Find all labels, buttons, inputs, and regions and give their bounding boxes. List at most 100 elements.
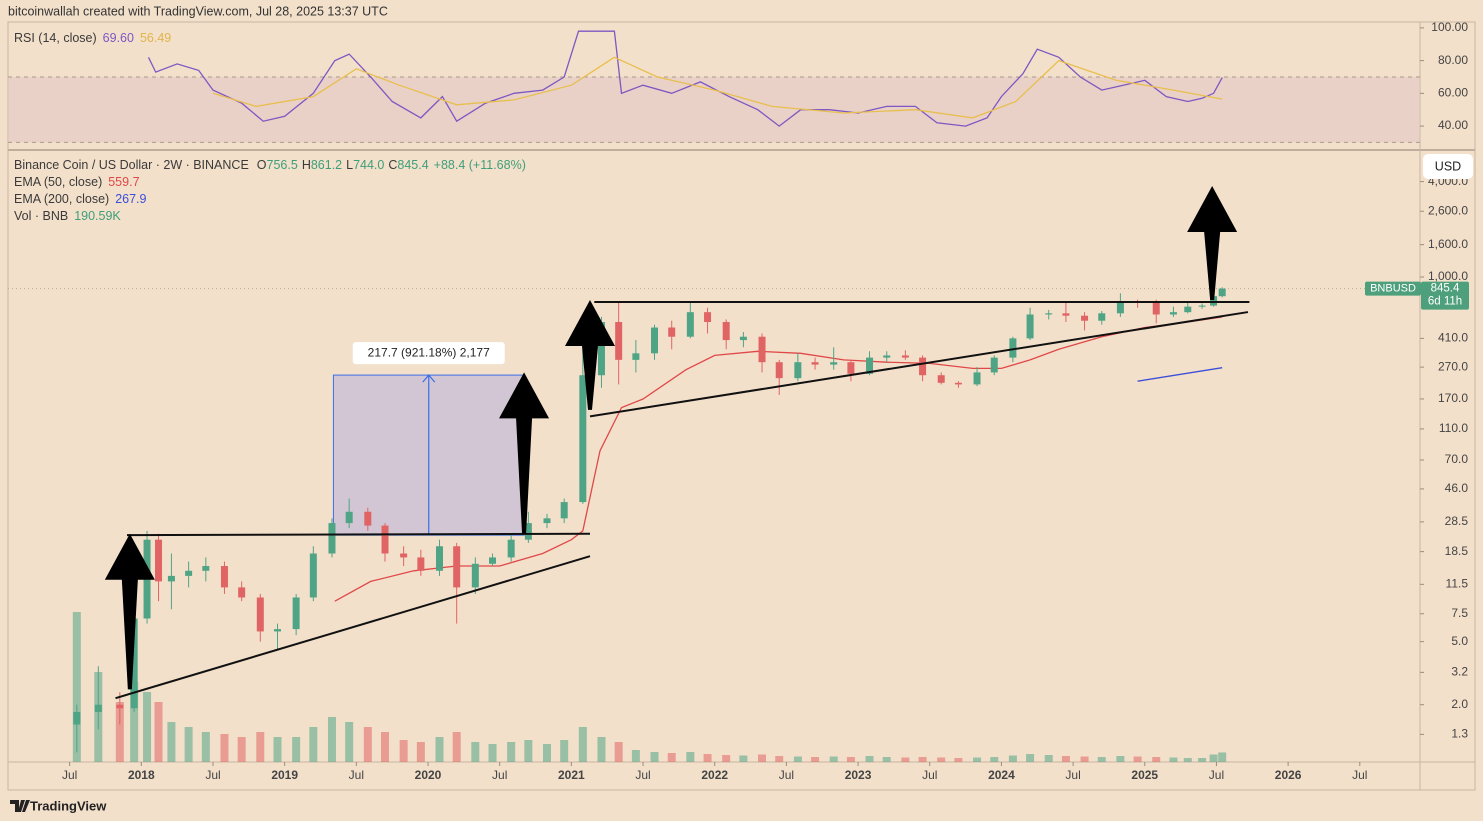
y-tick-label: 3.2 [1451, 665, 1468, 679]
last-price-badge [1421, 281, 1469, 310]
volume-bar [829, 756, 838, 762]
y-tick-label: 60.00 [1438, 86, 1468, 100]
footer-logo [10, 800, 30, 812]
footer-brand: TradingView [30, 798, 107, 813]
candle-body [543, 518, 551, 524]
volume-bar [507, 742, 516, 762]
candle-body [1218, 288, 1226, 297]
volume-bar [292, 737, 301, 762]
candle-body [309, 553, 317, 598]
candle-body [668, 327, 676, 337]
volume-bar [973, 757, 982, 762]
candle-body [722, 322, 730, 341]
y-tick-label: 1,000.0 [1428, 269, 1468, 283]
x-tick-label: Jul [1352, 768, 1367, 782]
price-legend: Binance Coin / US Dollar · 2W · BINANCE O… [14, 158, 526, 172]
volume-bar [435, 737, 444, 762]
volume-bar [309, 727, 318, 762]
x-tick-label: 2026 [1275, 768, 1302, 782]
candle-body [400, 553, 408, 558]
ema200-legend-value: 267.9 [115, 192, 146, 206]
volume-bar [597, 737, 606, 762]
volume-bar [1152, 757, 1161, 762]
volume-legend-title: Vol · BNB [14, 209, 68, 223]
volume-bar [1218, 752, 1227, 762]
series-line [147, 30, 1223, 127]
series-line [212, 56, 1223, 119]
volume-bar [1116, 756, 1125, 762]
countdown-label: 6d 11h [1428, 296, 1462, 308]
rsi-legend-title: RSI (14, close) [14, 31, 97, 45]
candle-body [220, 566, 228, 588]
candle-body [651, 327, 659, 354]
candle-body [381, 525, 389, 554]
x-tick-label: Jul [779, 768, 794, 782]
last-price-label: 845.4 [1431, 283, 1460, 295]
measure-label-box [352, 342, 505, 365]
rsi-ma-legend-value: 56.49 [140, 31, 171, 45]
currency-label[interactable]: USD [1435, 159, 1461, 173]
y-tick-label: 46.0 [1445, 481, 1469, 495]
candle-body [116, 704, 124, 709]
candle-body [202, 566, 210, 571]
measure-label: 217.7 (921.18%) 2,177 [368, 345, 490, 359]
y-tick-label: 11.5 [1446, 577, 1469, 591]
annotation-arrow [499, 372, 550, 534]
symbol-title: Binance Coin / US Dollar · 2W · BINANCE [14, 158, 249, 172]
credit: bitcoinwallah created with TradingView.c… [8, 4, 388, 18]
volume-bar [631, 750, 640, 762]
candle-body [524, 523, 532, 540]
y-tick-label: 270.0 [1438, 359, 1468, 373]
volume-bar [184, 727, 193, 762]
y-tick-label: 28.5 [1445, 514, 1469, 528]
y-tick-label: 40.00 [1438, 118, 1468, 132]
chart-frame [7, 21, 1476, 791]
y-tick-label: 5.0 [1451, 634, 1468, 648]
candle-body [507, 539, 515, 558]
volume-bar [578, 727, 587, 762]
symbol-badge [1365, 281, 1421, 296]
candle-body [632, 353, 640, 360]
logo-mark [10, 800, 30, 812]
volume-bar [1026, 754, 1035, 762]
volume-bar [130, 682, 139, 762]
volume-bar [667, 753, 676, 762]
volume-bar [115, 702, 124, 762]
volume-legend-value: 190.59K [74, 209, 121, 223]
volume-bar [811, 757, 820, 762]
ohlc-label: C [388, 158, 397, 172]
y-tick-label: 110.0 [1439, 421, 1468, 435]
volume-bar [201, 732, 210, 762]
candle-body [256, 597, 264, 632]
candle-body [364, 511, 372, 526]
candle-body [866, 357, 874, 374]
volume-bar [471, 742, 480, 762]
y-tick-label: 70.0 [1445, 452, 1469, 466]
volume-bar [345, 722, 354, 762]
x-tick-label: 2021 [558, 768, 585, 782]
volume-bar [416, 742, 425, 762]
volume-bar [865, 756, 874, 762]
volume-bar [650, 752, 659, 762]
volume-bar [1133, 756, 1142, 762]
volume-bar [256, 732, 265, 762]
ohlc-value: 744.0 [353, 158, 384, 172]
candle-body [73, 711, 81, 725]
volume-bar [1183, 758, 1192, 762]
ohlc-label: L [346, 158, 353, 172]
candle-body [1009, 338, 1017, 358]
x-tick-label: 2023 [845, 768, 872, 782]
ohlc-label: H [302, 158, 311, 172]
currency-button[interactable] [1423, 154, 1473, 179]
volume-bar [1008, 755, 1017, 762]
volume-bar [918, 757, 927, 762]
series-line [334, 316, 1223, 602]
candle-body [328, 523, 336, 554]
candle-body [417, 557, 425, 571]
candle-body [1169, 312, 1177, 315]
candle-body [990, 357, 998, 373]
volume-bar [882, 757, 891, 762]
x-tick-label: Jul [349, 768, 364, 782]
y-tick-label: 170.0 [1438, 391, 1468, 405]
